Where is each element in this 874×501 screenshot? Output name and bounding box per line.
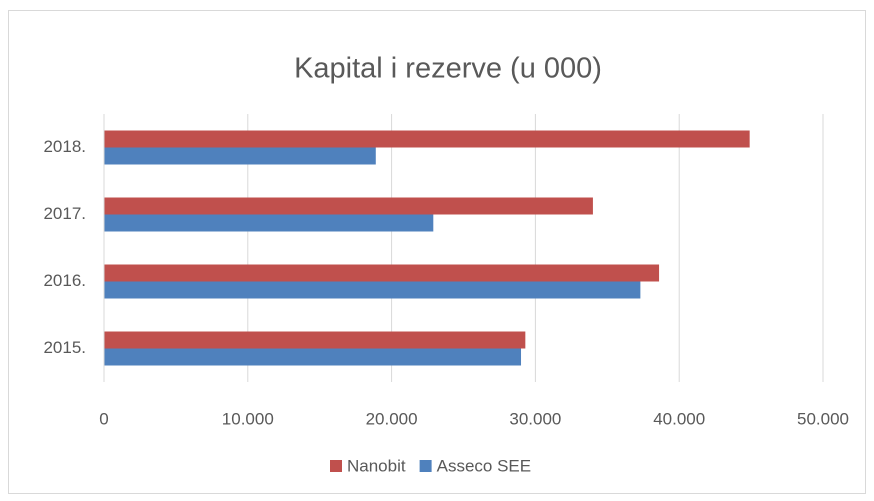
legend-swatch (330, 460, 342, 472)
bar (104, 197, 593, 215)
bar (104, 331, 526, 349)
y-tick-label: 2017. (43, 204, 86, 223)
legend-swatch (419, 460, 432, 472)
bar (104, 147, 376, 165)
chart-title: Kapital i rezerve (u 000) (294, 53, 602, 85)
legend-label: Nanobit (347, 456, 406, 475)
bar (104, 281, 641, 299)
x-tick-label: 40.000 (653, 409, 705, 428)
x-tick-label: 20.000 (366, 409, 418, 428)
x-tick-label: 30.000 (509, 409, 561, 428)
y-tick-label: 2016. (43, 271, 86, 290)
x-tick-label: 50.000 (797, 409, 849, 428)
x-tick-label: 10.000 (222, 409, 274, 428)
bar (104, 348, 522, 366)
chart-frame (8, 10, 866, 494)
y-tick-label: 2015. (43, 338, 86, 357)
x-tick-label: 0 (99, 409, 108, 428)
bar (104, 264, 660, 282)
bar (104, 214, 434, 232)
legend-label: Asseco SEE (437, 456, 532, 475)
y-tick-label: 2018. (43, 137, 86, 156)
bar (104, 130, 750, 148)
